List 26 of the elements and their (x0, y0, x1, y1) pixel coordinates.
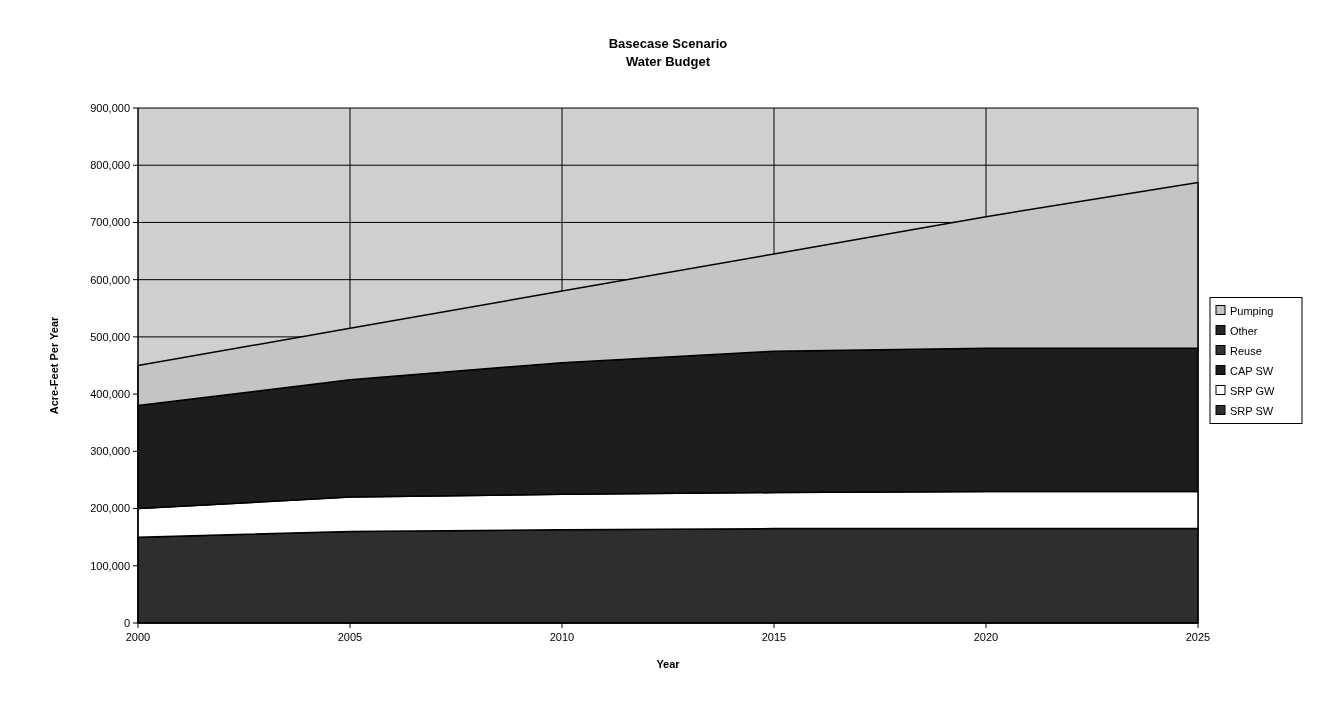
y-tick-label: 600,000 (90, 273, 130, 286)
y-tick-label: 700,000 (90, 216, 130, 229)
x-tick-label: 2025 (1185, 631, 1211, 643)
legend-label: Pumping (1230, 304, 1274, 317)
y-tick-label: 200,000 (90, 502, 130, 515)
chart-title: Basecase Scenario (608, 36, 728, 51)
y-tick-label: 500,000 (90, 330, 130, 343)
y-axis-title: Acre-Feet Per Year (48, 315, 60, 415)
legend-label: Other (1230, 324, 1258, 337)
y-tick-label: 0 (123, 616, 130, 629)
x-tick-label: 2015 (761, 631, 787, 643)
y-tick-label: 100,000 (90, 559, 130, 572)
x-tick-label: 2020 (973, 631, 999, 643)
legend-label: SRP GW (1230, 384, 1276, 397)
legend-label: CAP SW (1230, 364, 1274, 377)
x-tick-label: 2010 (549, 631, 575, 643)
y-tick-label: 300,000 (90, 445, 130, 458)
y-tick-label: 400,000 (90, 387, 130, 400)
legend-label: SRP SW (1230, 404, 1274, 417)
y-tick-label: 900,000 (90, 101, 130, 114)
x-tick-label: 2005 (337, 631, 363, 643)
x-tick-label: 2000 (125, 631, 151, 643)
x-axis-title: Year (656, 658, 681, 670)
legend-label: Reuse (1230, 344, 1262, 357)
chart-subtitle: Water Budget (625, 54, 711, 69)
y-tick-label: 800,000 (90, 159, 130, 172)
